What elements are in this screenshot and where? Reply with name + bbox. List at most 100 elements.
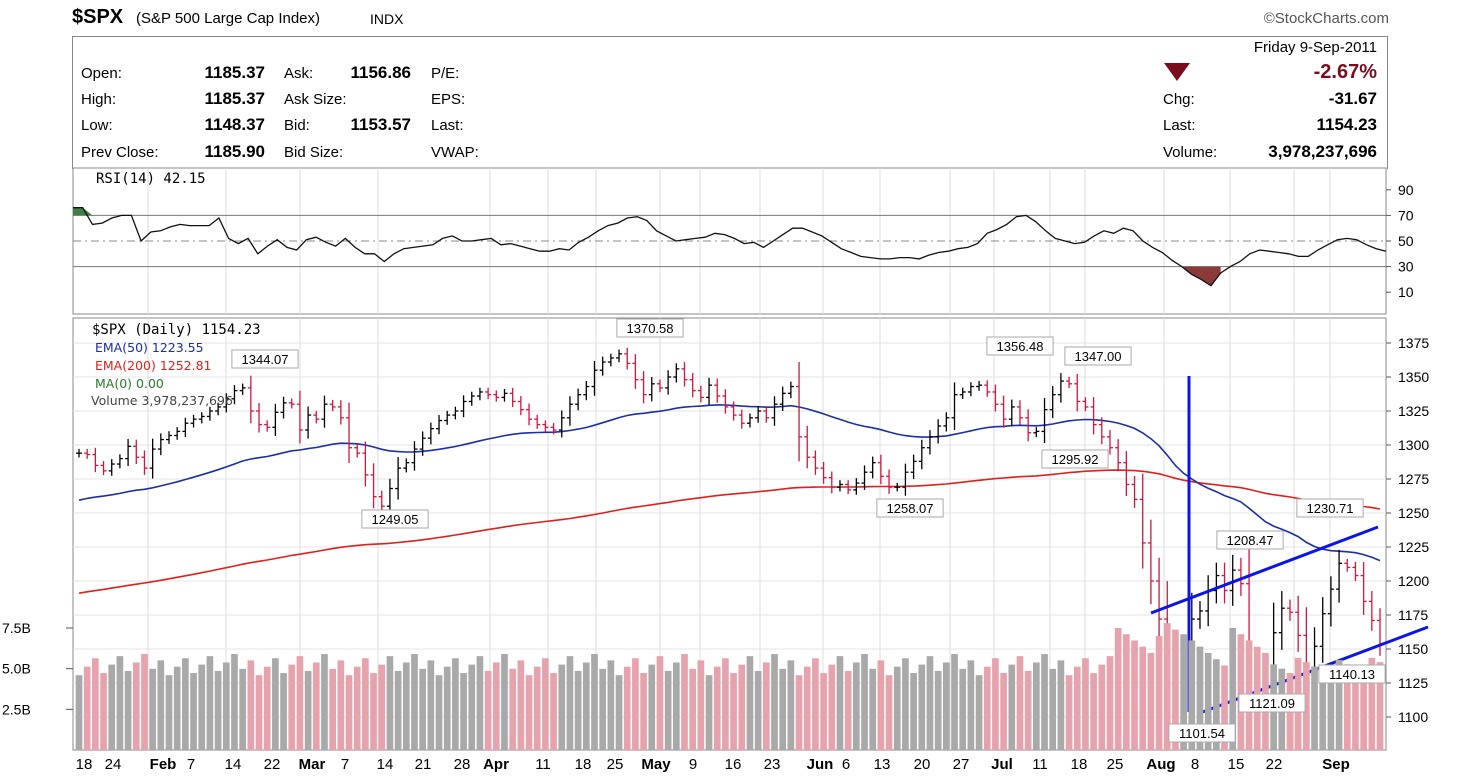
volume-bar <box>591 654 598 750</box>
volume-bar <box>1155 636 1163 750</box>
volume-bar <box>247 660 255 750</box>
volume-bar <box>386 656 394 750</box>
volume-bar <box>1008 664 1016 750</box>
svg-text:1356.48: 1356.48 <box>997 339 1044 354</box>
x-tick-label: Feb <box>150 756 177 773</box>
bid-label: Bid: <box>284 117 310 134</box>
price-bar <box>828 471 835 494</box>
price-bar <box>1131 475 1138 508</box>
volume-bar <box>632 658 639 750</box>
volume-bar <box>959 668 967 750</box>
price-bar <box>967 382 974 397</box>
price-bar <box>280 396 287 419</box>
x-tick-label: 25 <box>1107 756 1124 773</box>
volume-bar <box>779 668 787 750</box>
volume-bar <box>681 654 688 750</box>
volume-bar <box>296 656 304 750</box>
volume-bar <box>484 670 492 750</box>
price-bar <box>1033 427 1040 438</box>
price-bar <box>313 410 320 424</box>
volume-bar <box>812 658 819 750</box>
volume-bar <box>362 658 369 750</box>
price-bar <box>190 414 197 428</box>
price-bar <box>354 443 361 458</box>
price-bar <box>779 386 786 411</box>
price-bar <box>755 406 762 423</box>
volume-bar <box>672 662 680 750</box>
svg-text:1295.92: 1295.92 <box>1052 452 1099 467</box>
volume-bar <box>623 666 631 750</box>
volume-bar <box>1188 640 1196 750</box>
price-bar <box>198 412 205 424</box>
pe-label: P/E: <box>431 65 460 82</box>
volume-bar <box>542 658 549 750</box>
price-annotation: 1344.07 <box>231 349 299 369</box>
svg-text:1140.13: 1140.13 <box>1329 667 1375 682</box>
price-bar <box>763 406 770 423</box>
volume-bar <box>1172 629 1179 750</box>
price-bar <box>746 413 753 428</box>
brand-watermark[interactable]: ©StockCharts.com <box>1263 10 1389 27</box>
volume-bar <box>1098 664 1106 750</box>
trendline-upper <box>1150 525 1379 615</box>
legend-ema200: EMA(200) 1252.81 <box>95 358 212 373</box>
price-bar <box>706 377 713 405</box>
volume-bar <box>713 666 721 750</box>
svg-text:1370.58: 1370.58 <box>627 321 674 336</box>
volume-bar <box>942 662 950 750</box>
price-bar <box>485 387 492 399</box>
volume-bar <box>1368 657 1376 750</box>
price-bar <box>1286 599 1293 621</box>
price-bar <box>182 417 189 437</box>
volume-bar <box>566 656 574 750</box>
price-bar <box>1352 561 1359 582</box>
prev-close-label: Prev Close: <box>81 144 159 161</box>
volume-bar <box>656 656 664 750</box>
volume-bar <box>443 666 451 750</box>
volume-bar <box>820 673 827 750</box>
price-bar <box>959 387 966 399</box>
volume-bar <box>844 670 852 750</box>
volume-bar <box>664 670 672 750</box>
volume-bar <box>975 675 983 750</box>
price-bar <box>1098 417 1105 445</box>
price-tick-label: 1275 <box>1398 471 1429 487</box>
price-bar <box>583 381 590 401</box>
volume-bar <box>746 656 754 750</box>
price-bar <box>1327 576 1334 627</box>
volume-bar <box>83 666 91 750</box>
volume-bar <box>263 666 271 750</box>
rsi-oversold-fill <box>1162 266 1221 286</box>
price-bar <box>902 463 909 496</box>
volume-bar <box>435 675 443 750</box>
price-bar <box>673 363 680 383</box>
volume-bar <box>738 664 746 750</box>
price-bar <box>476 387 483 401</box>
price-bar <box>231 385 238 405</box>
volume-bar <box>1000 673 1007 750</box>
price-bar <box>1000 395 1007 428</box>
price-bar <box>1147 519 1154 605</box>
volume-bar <box>1139 646 1147 750</box>
price-bar <box>329 399 336 412</box>
chg-label: Chg: <box>1163 91 1195 108</box>
price-bar <box>1066 376 1073 389</box>
x-tick-label: 6 <box>842 756 850 773</box>
price-bar <box>1139 473 1146 569</box>
price-bar <box>493 390 500 402</box>
rsi-title: RSI(14) 42.15 <box>96 171 206 187</box>
price-bar <box>92 447 99 473</box>
price-bar <box>910 454 917 479</box>
volume-bar <box>1082 658 1089 750</box>
price-bar <box>836 480 843 492</box>
price-bar <box>558 410 565 438</box>
x-tick-label: 22 <box>1266 756 1283 773</box>
volume-bar <box>754 670 762 750</box>
price-bar <box>845 480 852 495</box>
volume-label: Volume: <box>1163 144 1218 161</box>
volume-bar <box>255 675 263 750</box>
price-bar <box>215 402 222 416</box>
price-bar <box>697 385 704 403</box>
volume-bar <box>402 662 410 750</box>
price-bar <box>616 349 623 363</box>
